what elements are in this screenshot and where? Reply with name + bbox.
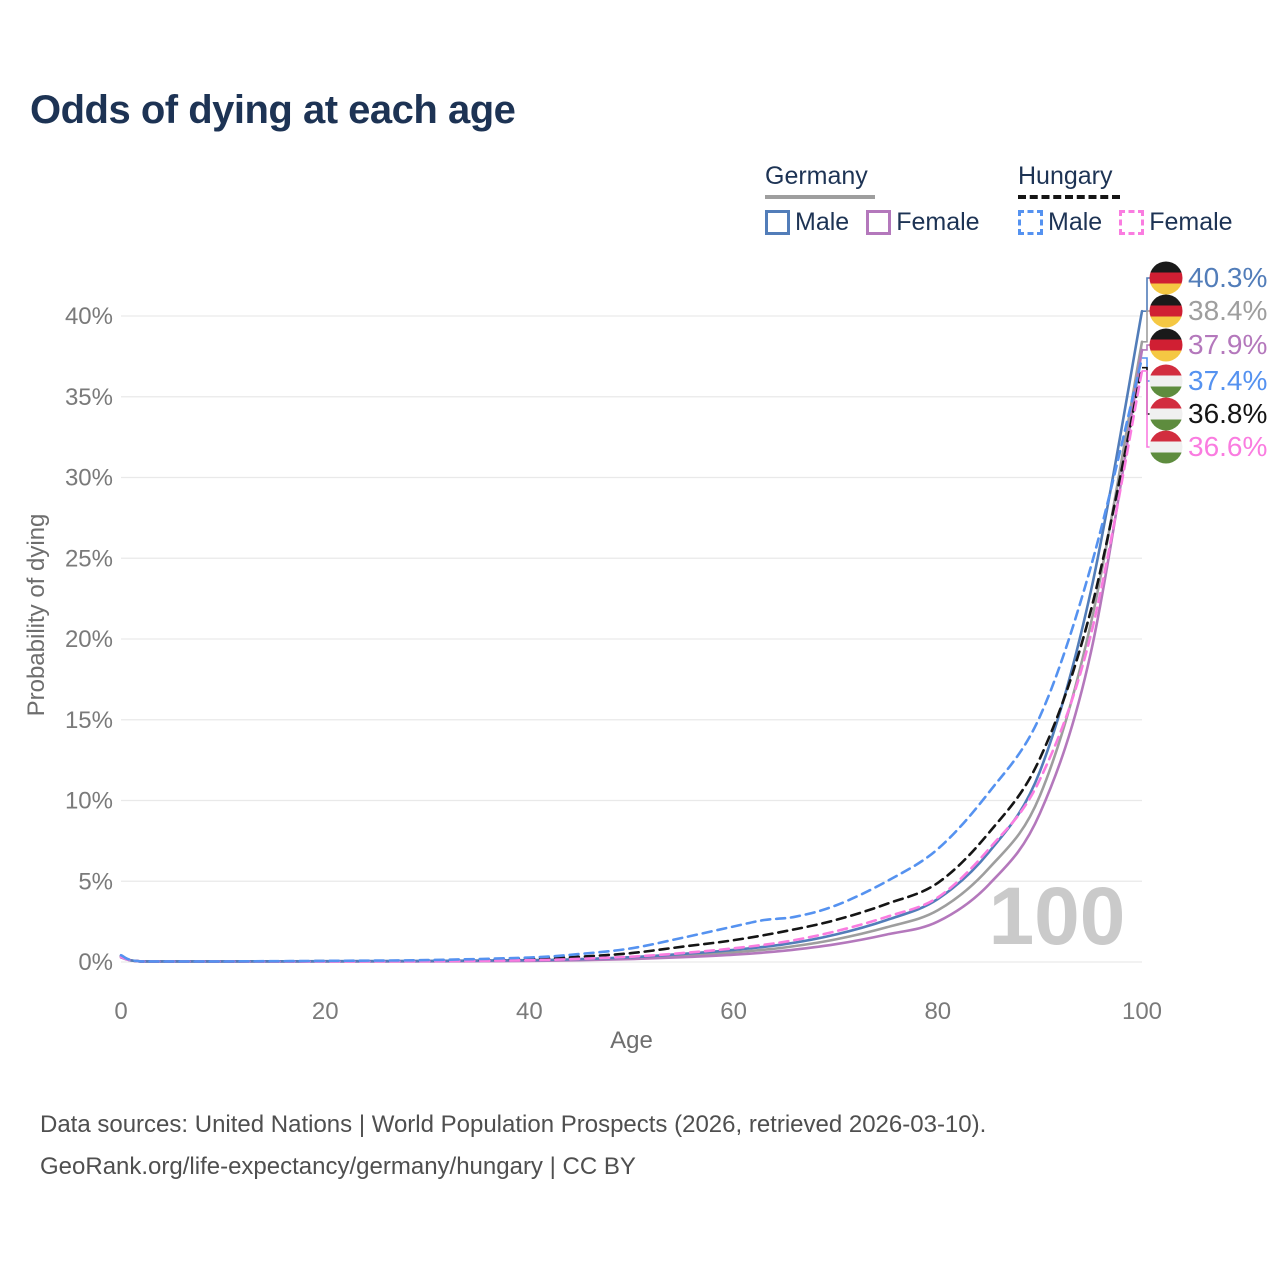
flag-stripe — [1149, 375, 1183, 387]
footer-line-attribution: GeoRank.org/life-expectancy/germany/hung… — [40, 1153, 636, 1180]
flag-stripe — [1149, 452, 1183, 464]
flag-germany-icon — [1149, 261, 1183, 295]
legend-linestyle-germany — [765, 195, 875, 199]
flag-stripe — [1149, 294, 1183, 306]
flag-stripe — [1149, 408, 1183, 420]
end-label-value: 36.8% — [1188, 398, 1267, 429]
end-label-connector — [1142, 277, 1151, 312]
legend-group-hungary: Hungary Male Female — [1018, 162, 1250, 237]
age-watermark: 100 — [989, 871, 1126, 962]
legend-label-hungary-female: Female — [1149, 208, 1233, 236]
flag-germany-icon — [1149, 328, 1183, 362]
end-label-connector — [1142, 370, 1151, 448]
x-tick-label: 0 — [114, 998, 127, 1025]
legend-swatch-germany-female — [866, 210, 892, 235]
y-tick-label: 5% — [78, 868, 113, 895]
legend-items-hungary: Male Female — [1018, 208, 1250, 237]
y-axis-title: Probability of dying — [23, 514, 50, 717]
flag-stripe — [1149, 328, 1183, 340]
legend-swatch-germany-male — [765, 210, 790, 235]
flag-stripe — [1149, 316, 1183, 328]
end-label-value: 37.9% — [1188, 329, 1267, 360]
y-tick-label: 20% — [65, 626, 113, 653]
end-label-value: 40.3% — [1188, 262, 1267, 293]
flag-stripe — [1149, 419, 1183, 431]
end-label-value: 37.4% — [1188, 365, 1267, 396]
page-title: Odds of dying at each age — [30, 88, 516, 132]
x-tick-label: 80 — [924, 998, 951, 1025]
legend-label-hungary-male: Male — [1048, 208, 1103, 236]
x-tick-label: 60 — [720, 998, 747, 1025]
legend-label-germany-female: Female — [896, 208, 980, 236]
flag-germany-icon — [1149, 294, 1183, 328]
legend-linestyle-hungary — [1018, 195, 1120, 199]
legend-swatch-hungary-male — [1018, 210, 1043, 235]
flag-stripe — [1149, 283, 1183, 295]
flag-hungary-icon — [1149, 430, 1183, 464]
legend-swatch-hungary-female — [1119, 210, 1145, 235]
end-label-connector — [1142, 344, 1151, 351]
x-tick-label: 20 — [312, 998, 339, 1025]
flag-stripe — [1149, 364, 1183, 376]
series-line-germany-male — [119, 309, 1144, 963]
legend-group-germany: Germany Male Female — [765, 162, 997, 237]
end-label-connector — [1142, 310, 1151, 343]
y-tick-label: 15% — [65, 707, 113, 734]
data-source-footer: Data sources: United Nations | World Pop… — [40, 1104, 986, 1188]
flag-stripe — [1149, 350, 1183, 362]
series-line-germany-both — [119, 340, 1144, 963]
flag-stripe — [1149, 441, 1183, 453]
x-axis-title: Age — [610, 1027, 653, 1054]
flag-stripe — [1149, 397, 1183, 409]
flag-stripe — [1149, 339, 1183, 351]
flag-stripe — [1149, 386, 1183, 398]
y-tick-label: 25% — [65, 545, 113, 572]
legend-country-label-hungary: Hungary — [1018, 162, 1113, 190]
flag-stripe — [1149, 272, 1183, 284]
y-tick-label: 30% — [65, 465, 113, 492]
x-tick-label: 100 — [1122, 998, 1162, 1025]
legend-items-germany: Male Female — [765, 208, 997, 237]
flag-stripe — [1149, 261, 1183, 273]
y-tick-label: 35% — [65, 384, 113, 411]
y-tick-label: 10% — [65, 788, 113, 815]
y-tick-label: 0% — [78, 949, 113, 976]
end-label-value: 36.6% — [1188, 431, 1267, 462]
y-tick-label: 40% — [65, 303, 113, 330]
series-line-hungary-male — [119, 356, 1144, 963]
legend-country-label-germany: Germany — [765, 162, 868, 190]
x-tick-label: 40 — [516, 998, 543, 1025]
flag-hungary-icon — [1149, 397, 1183, 431]
flag-hungary-icon — [1149, 364, 1183, 398]
flag-stripe — [1149, 430, 1183, 442]
footer-line-sources: Data sources: United Nations | World Pop… — [40, 1111, 987, 1138]
legend-label-germany-male: Male — [795, 208, 850, 236]
flag-stripe — [1149, 305, 1183, 317]
end-label-value: 38.4% — [1188, 295, 1267, 326]
